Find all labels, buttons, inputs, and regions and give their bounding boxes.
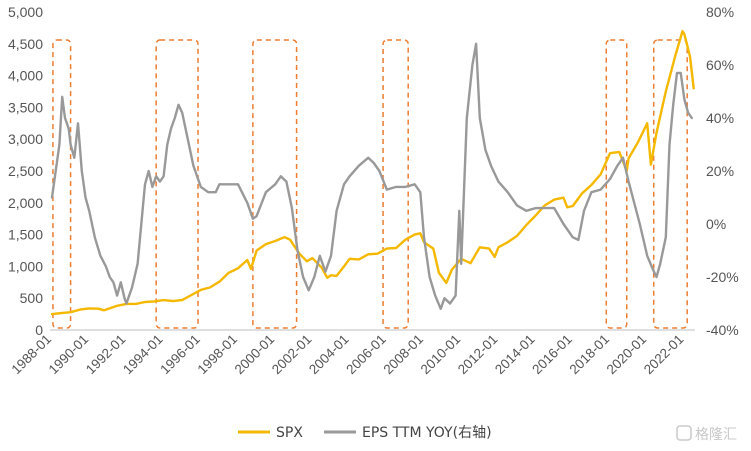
highlight-box [382,39,409,329]
highlight-box [652,39,688,329]
x-axis-ticks: 1988-011990-011992-011994-011996-011998-… [8,332,686,378]
x-tick-label: 2000-01 [232,332,278,378]
watermark-logo-icon [676,425,692,441]
series-lines [50,29,695,316]
highlight-box [52,39,72,329]
x-tick-label: 2006-01 [343,332,389,378]
x-tick-label: 2022-01 [641,332,687,378]
left-tick-label: 5,000 [8,4,43,20]
spx-line [50,29,695,316]
right-axis-ticks: -40% -20% 0% 20% 40% 60% 80% [706,4,739,338]
left-tick-label: 0 [35,322,43,338]
left-tick-label: 3,500 [8,99,43,115]
x-tick-label: 1992-01 [83,332,129,378]
left-axis-ticks: 0 500 1,000 1,500 2,000 2,500 3,000 3,500 4,000 4… [8,4,43,338]
x-tick-label: 2010-01 [418,332,464,378]
x-tick-label: 2004-01 [306,332,352,378]
left-tick-label: 4,500 [8,36,43,52]
left-tick-label: 1,500 [8,227,43,243]
left-tick-label: 2,500 [8,163,43,179]
right-tick-label: 80% [706,4,734,20]
x-tick-label: 1990-01 [46,332,92,378]
left-tick-label: 500 [20,290,44,306]
highlight-box [605,39,628,329]
watermark-text: 格隆汇 [695,427,737,443]
right-tick-label: 40% [706,110,734,126]
right-tick-label: 0% [706,216,726,232]
x-tick-label: 2016-01 [529,332,575,378]
x-tick-label: 1988-01 [8,332,54,378]
x-tick-label: 2020-01 [604,332,650,378]
legend: SPX EPS TTM YOY(右轴) [238,425,492,441]
x-tick-label: 1994-01 [120,332,166,378]
x-tick-label: 1998-01 [194,332,240,378]
highlight-box [155,39,199,329]
right-tick-label: -40% [706,322,739,338]
left-tick-label: 3,000 [8,131,43,147]
x-tick-label: 2014-01 [492,332,538,378]
highlight-boxes [52,39,688,329]
eps-yoy-line [50,42,693,310]
x-tick-label: 2018-01 [566,332,612,378]
left-tick-label: 4,000 [8,68,43,84]
legend-label-eps: EPS TTM YOY(右轴) [362,425,492,441]
legend-label-spx: SPX [276,425,303,441]
left-tick-label: 2,000 [8,195,43,211]
right-tick-label: -20% [706,269,739,285]
watermark: 格隆汇 [676,425,737,443]
highlight-box [252,39,298,329]
x-tick-label: 2002-01 [269,332,315,378]
x-tick-label: 2012-01 [455,332,501,378]
x-tick-label: 2008-01 [380,332,426,378]
left-tick-label: 1,000 [8,258,43,274]
x-tick-label: 1996-01 [157,332,203,378]
right-tick-label: 20% [706,163,734,179]
right-tick-label: 60% [706,57,734,73]
